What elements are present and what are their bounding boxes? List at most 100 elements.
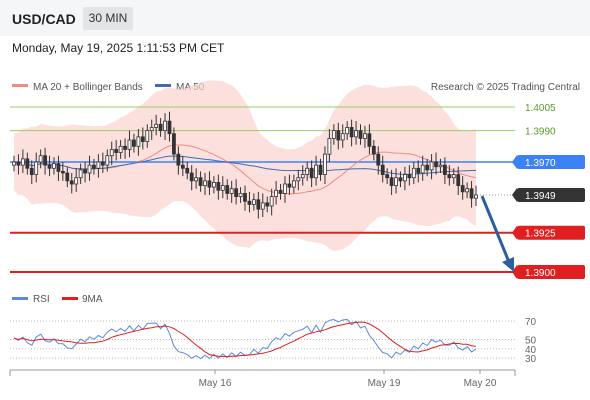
candle-body <box>83 169 87 174</box>
candle-body <box>429 161 434 171</box>
candle-body <box>167 120 172 135</box>
candle-body <box>323 153 327 175</box>
candle-body <box>318 164 323 175</box>
candle-body <box>78 169 83 179</box>
level-label-1.3900: 1.3900 <box>525 268 556 279</box>
candle-body <box>96 161 101 169</box>
candle-body <box>269 196 274 207</box>
candle-body <box>340 133 345 141</box>
candle-body <box>260 202 265 210</box>
candle-body <box>56 163 61 172</box>
candle-body <box>465 188 470 193</box>
x-axis-label-may-19: May 19 <box>368 378 401 389</box>
candle-body <box>60 171 65 174</box>
ma50-legend-swatch <box>155 84 171 87</box>
candle-body <box>416 167 421 174</box>
candle-body <box>65 172 70 182</box>
candle-body <box>114 149 119 153</box>
candle-body <box>380 164 385 175</box>
candle-body <box>92 164 96 169</box>
candle-body <box>69 180 74 185</box>
candle-body <box>434 161 438 168</box>
candle-body <box>283 183 287 194</box>
candle-body <box>16 161 21 166</box>
candle-body <box>469 188 474 199</box>
candle-body <box>225 185 230 194</box>
candle-body <box>198 177 203 186</box>
candle-body <box>336 130 341 141</box>
candle-body <box>180 164 185 169</box>
candle-body <box>309 167 314 179</box>
bollinger-band-area <box>14 80 476 252</box>
candle-body <box>305 167 310 175</box>
candle-body <box>474 194 478 199</box>
candle-body <box>172 133 176 155</box>
rsi-legend-swatch <box>12 297 28 300</box>
candle-body <box>403 174 407 182</box>
level-label-1.3970: 1.3970 <box>525 158 556 169</box>
candle-body <box>189 172 194 182</box>
candle-body <box>149 127 154 131</box>
candle-body <box>354 130 358 138</box>
rsi-tick-30: 30 <box>525 354 537 365</box>
candle-body <box>100 161 105 166</box>
candle-body <box>251 199 256 205</box>
ma20-legend-swatch <box>12 84 28 87</box>
level-badge-1.3900 <box>517 265 585 279</box>
level-label-1.3949: 1.3949 <box>525 191 556 202</box>
symbol-title: USD/CAD <box>12 11 76 27</box>
candle-body <box>87 164 92 174</box>
candle-body <box>127 139 132 150</box>
level-badge-1.3970 <box>517 155 585 169</box>
candle-body <box>29 167 34 175</box>
candle-body <box>274 189 278 197</box>
candle-body <box>398 177 403 182</box>
forecast-arrow-shaft <box>480 195 511 263</box>
rsi-ma-legend-swatch <box>62 297 78 300</box>
x-axis-label-may-16: May 16 <box>199 378 232 389</box>
candle-body <box>158 123 163 131</box>
timeframe-button[interactable]: 30 MIN <box>83 7 133 30</box>
candle-body <box>238 193 243 197</box>
candle-body <box>296 177 301 182</box>
candle-body <box>358 130 363 139</box>
candle-body <box>447 174 452 179</box>
rsi-legend-label: RSI <box>33 294 50 305</box>
candle-body <box>220 185 225 191</box>
level-badge-tip-1.3949 <box>512 188 517 202</box>
candle-body <box>216 182 221 191</box>
candle-body <box>74 177 79 185</box>
candle-body <box>425 164 430 171</box>
candle-body <box>145 130 150 142</box>
level-badge-tip-1.3970 <box>512 155 517 169</box>
candle-body <box>105 155 110 166</box>
candle-body <box>394 177 398 186</box>
candle-body <box>456 174 461 186</box>
candle-body <box>256 199 261 210</box>
candle-body <box>34 161 39 175</box>
level-badge-1.3949 <box>517 188 585 202</box>
candle-body <box>38 155 43 163</box>
forecast-arrow-head <box>502 257 514 272</box>
candle-body <box>265 202 270 207</box>
candle-body <box>212 182 216 188</box>
candle-body <box>331 130 336 139</box>
level-badge-tip-1.3900 <box>512 265 517 279</box>
candle-body <box>376 153 381 166</box>
candle-body <box>194 177 199 182</box>
candle-body <box>291 180 296 188</box>
candle-body <box>411 167 416 179</box>
candle-body <box>438 164 443 168</box>
level-label-1.3990: 1.3990 <box>525 127 556 138</box>
rsi-tick-40: 40 <box>525 345 537 356</box>
candle-body <box>132 139 136 147</box>
candle-body <box>345 127 350 135</box>
candle-body <box>371 145 376 155</box>
candle-body <box>420 164 425 174</box>
chart-datetime: Monday, May 19, 2025 1:11:53 PM CET <box>12 41 225 55</box>
candle-body <box>349 127 354 138</box>
candle-body <box>367 133 372 147</box>
candle-body <box>243 193 247 202</box>
candle-body <box>123 145 127 150</box>
candle-body <box>140 136 145 142</box>
